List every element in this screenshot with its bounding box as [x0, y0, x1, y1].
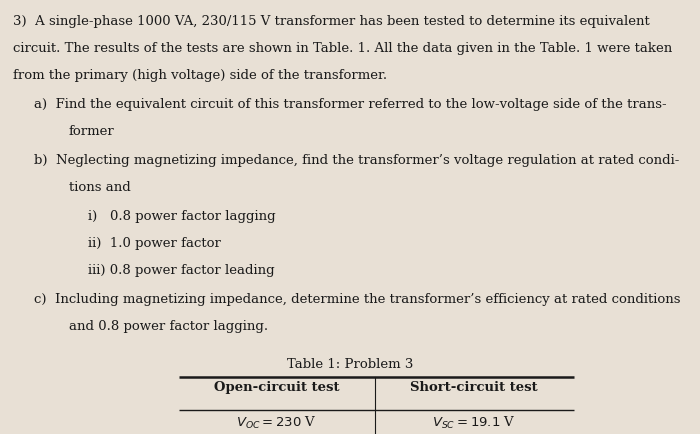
Text: ii)  1.0 power factor: ii) 1.0 power factor — [88, 237, 220, 250]
Text: $V_{OC} = 230$ V: $V_{OC} = 230$ V — [236, 414, 317, 431]
Text: tions and: tions and — [69, 181, 130, 194]
Text: circuit. The results of the tests are shown in Table. 1. All the data given in t: circuit. The results of the tests are sh… — [13, 42, 672, 55]
Text: $V_{SC} = 19.1$ V: $V_{SC} = 19.1$ V — [433, 414, 516, 431]
Text: b)  Neglecting magnetizing impedance, find the transformer’s voltage regulation : b) Neglecting magnetizing impedance, fin… — [34, 154, 679, 167]
Text: Table 1: Problem 3: Table 1: Problem 3 — [287, 358, 413, 371]
Text: i)   0.8 power factor lagging: i) 0.8 power factor lagging — [88, 210, 275, 223]
Text: a)  Find the equivalent circuit of this transformer referred to the low-voltage : a) Find the equivalent circuit of this t… — [34, 98, 666, 111]
Text: and 0.8 power factor lagging.: and 0.8 power factor lagging. — [69, 320, 267, 333]
Text: c)  Including magnetizing impedance, determine the transformer’s efficiency at r: c) Including magnetizing impedance, dete… — [34, 293, 680, 306]
Text: 3)  A single-phase 1000 VA, 230/115 V transformer has been tested to determine i: 3) A single-phase 1000 VA, 230/115 V tra… — [13, 15, 650, 28]
Text: iii) 0.8 power factor leading: iii) 0.8 power factor leading — [88, 264, 274, 277]
Text: from the primary (high voltage) side of the transformer.: from the primary (high voltage) side of … — [13, 69, 386, 82]
Text: Short-circuit test: Short-circuit test — [410, 381, 538, 394]
Text: former: former — [69, 125, 114, 138]
Text: Open-circuit test: Open-circuit test — [214, 381, 340, 394]
